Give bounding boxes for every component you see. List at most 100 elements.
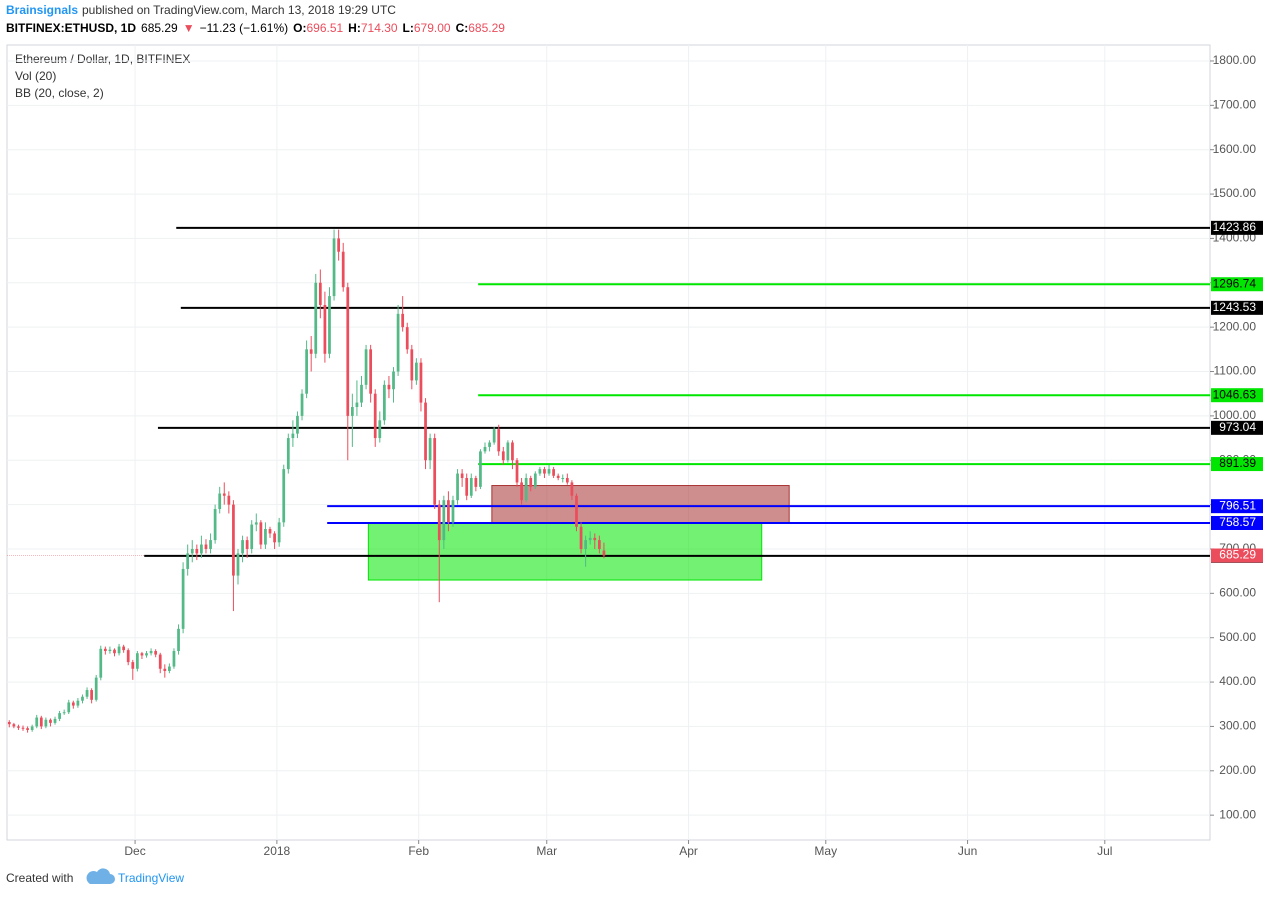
candle-body (492, 429, 496, 443)
header-text: 685.29 (468, 21, 505, 35)
candle-body (364, 349, 368, 385)
candle-body (71, 702, 75, 706)
price-label-bg (1211, 548, 1263, 563)
candle-body (410, 349, 414, 381)
candle-body (465, 477, 469, 496)
candle-body (456, 473, 459, 501)
header-text: 685.29 (141, 21, 178, 35)
candle-body (300, 393, 304, 416)
candle-body (286, 438, 290, 470)
price-label: 1243.53 (1213, 300, 1257, 314)
candle-body (597, 540, 601, 549)
candle-body (396, 313, 400, 372)
candle-body (401, 313, 405, 328)
candle-body (99, 648, 103, 678)
candle-body (305, 349, 308, 394)
candle-body (378, 420, 382, 439)
x-tick-label: Feb (408, 844, 429, 858)
candle-body (222, 493, 226, 496)
candle-body (245, 540, 249, 549)
candle-body (58, 713, 61, 719)
candle-body (533, 473, 537, 487)
candle-body (131, 662, 135, 669)
candle-body (314, 282, 318, 354)
header-text: 679.00 (414, 21, 451, 35)
candle-body (254, 522, 258, 525)
candle-body (62, 712, 66, 714)
price-label-bg (1211, 420, 1263, 435)
candle-body (387, 384, 391, 390)
candle-body (273, 533, 276, 543)
candle-body (149, 651, 153, 654)
y-tick-label: 600.00 (1219, 586, 1256, 600)
candle-body (113, 649, 116, 654)
candle-body (483, 446, 487, 452)
candle-body (94, 677, 98, 700)
candle-body (154, 651, 158, 655)
candle-body (76, 700, 80, 706)
candle-body (200, 544, 203, 554)
y-tick-label: 1100.00 (1214, 364, 1257, 378)
y-tick-label: 1500.00 (1213, 186, 1257, 200)
zone (491, 485, 790, 524)
candle-body (602, 550, 606, 556)
price-label-bg (1211, 499, 1263, 514)
y-tick-label: 400.00 (1219, 674, 1256, 688)
author[interactable]: Brainsignals (6, 3, 78, 17)
candle-body (570, 482, 574, 496)
footer-brand[interactable]: TradingView (118, 871, 184, 885)
candle-body (424, 402, 427, 461)
candle-body (552, 469, 555, 476)
candle-body (332, 238, 336, 297)
price-label: 973.04 (1219, 420, 1256, 434)
candle-body (140, 653, 144, 656)
candle-body (135, 653, 139, 669)
candle-body (85, 690, 89, 697)
candle-body (584, 540, 588, 549)
candle-body (204, 544, 208, 549)
candle-body (460, 473, 464, 478)
price-label: 891.39 (1219, 456, 1256, 470)
candle-body (360, 384, 363, 403)
header-text: 696.51 (306, 21, 343, 35)
candle-body (538, 469, 542, 474)
candle-body (428, 438, 432, 461)
price-label-bg (1211, 457, 1263, 472)
candle-body (479, 451, 482, 487)
candle-body (433, 438, 437, 505)
price-label-bg (1211, 515, 1263, 530)
candle-body (227, 495, 231, 505)
candle-body (49, 719, 52, 723)
candle-body (318, 282, 322, 305)
candle-body (172, 651, 176, 667)
candle-body (35, 717, 39, 727)
candle-body (296, 415, 299, 434)
candle-body (241, 540, 244, 554)
candle-body (264, 529, 267, 545)
candle-body (520, 482, 523, 501)
zone (367, 522, 763, 581)
header-text: BITFINEX:ETHUSD, 1D (6, 21, 136, 35)
legend-bb: BB (20, close, 2) (15, 86, 104, 100)
candle-body (236, 553, 240, 576)
candle-body (469, 477, 473, 496)
header-text: O: (293, 21, 306, 35)
candle-body (556, 475, 560, 478)
candle-body (369, 349, 373, 394)
candle-body (108, 649, 112, 652)
candle-body (53, 718, 57, 723)
y-tick-label: 300.00 (1219, 719, 1256, 733)
plot-area (6, 44, 1211, 841)
candle-body (190, 548, 194, 554)
candle-body (177, 628, 180, 652)
candle-body (419, 362, 423, 403)
candle-body (309, 349, 313, 354)
candle-body (382, 384, 386, 421)
candle-body (181, 568, 185, 629)
y-tick-label: 1800.00 (1213, 53, 1257, 67)
candle-body (44, 719, 48, 727)
candle-body (259, 522, 263, 545)
legend-main: Ethereum / Dollar, 1D, BITFINEX (15, 52, 190, 66)
